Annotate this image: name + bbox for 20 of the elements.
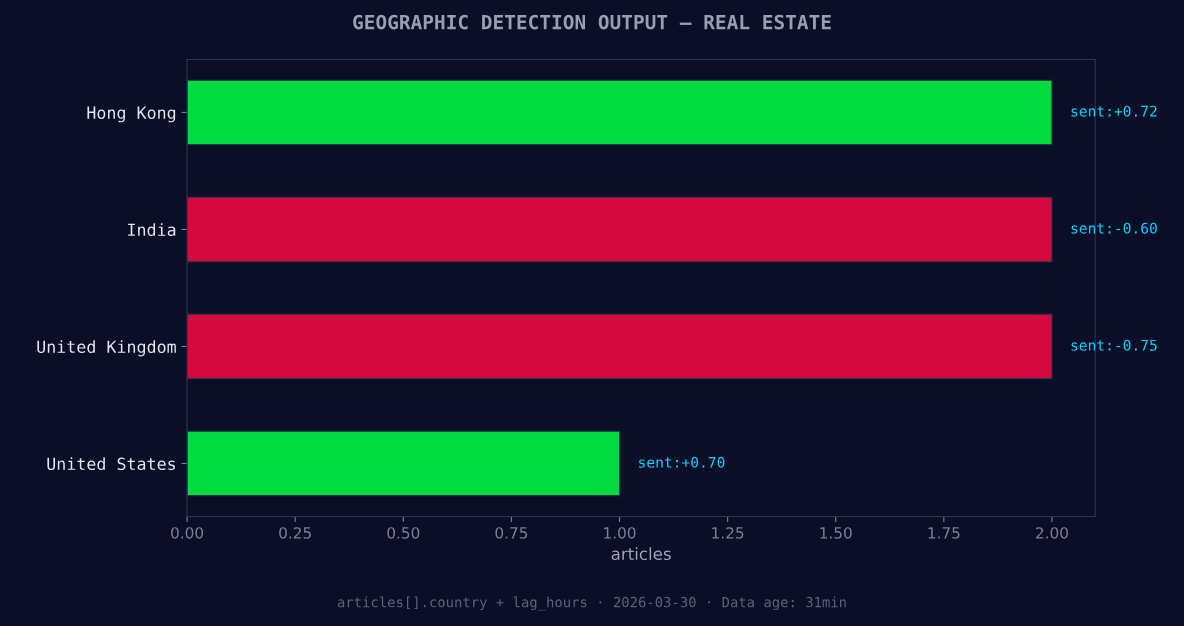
x-tick-label: 1.75 [928, 527, 960, 539]
x-tick-label: 2.00 [1036, 527, 1068, 539]
x-tick-label: 1.50 [820, 527, 852, 539]
x-axis-title: articles [611, 547, 671, 561]
y-tick-label: Hong Kong [87, 106, 176, 123]
x-tick-label: 1.00 [604, 527, 636, 539]
text: articles[].country + lag_hours · 2026-03-30 · Data age: 31min [337, 596, 846, 611]
y-tick-label: United Kingdom [37, 340, 176, 357]
annotation: sent:+0.70 [639, 456, 725, 468]
annotation: sent:+0.72 [1071, 105, 1157, 117]
y-tick-label: India [128, 223, 176, 237]
x-tick-label: 0.00 [171, 527, 204, 539]
y-tick-label: United States [47, 457, 176, 471]
x-tick-label: 0.75 [495, 527, 528, 539]
annotation: sent:-0.60 [1071, 222, 1157, 234]
annotation: sent:-0.75 [1071, 339, 1157, 351]
x-tick-label: 0.50 [387, 527, 420, 539]
x-tick-label: 1.25 [712, 527, 744, 539]
x-tick-label: 0.25 [279, 527, 311, 539]
chart-title: GEOGRAPHIC DETECTION OUTPUT — REAL ESTATE [353, 14, 831, 30]
